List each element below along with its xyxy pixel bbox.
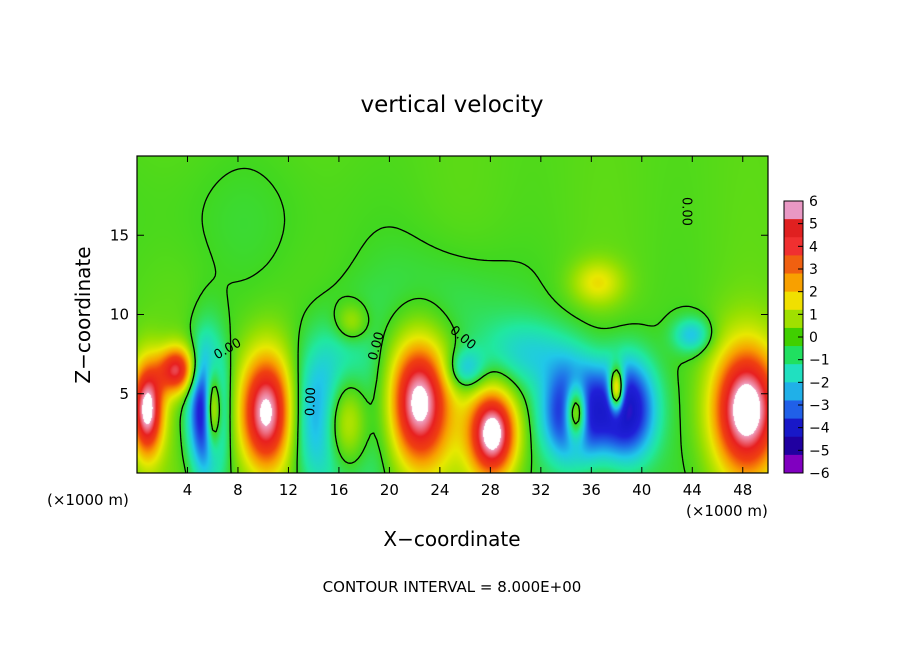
x-axis-label: X−coordinate (383, 527, 520, 551)
x-tick-label-44: 44 (683, 481, 702, 499)
x-unit-right: (×1000 m) (686, 502, 768, 520)
colorbar-swatch-8 (784, 346, 803, 365)
colorbar-label-7: −1 (809, 353, 830, 369)
x-tick-label-20: 20 (380, 481, 399, 499)
colorbar-label-12: −6 (809, 466, 830, 482)
x-tick-label-12: 12 (279, 481, 298, 499)
colorbar-label-8: −2 (809, 375, 830, 391)
contour-lines (179, 167, 713, 473)
contour-label-4: 0.00 (678, 197, 693, 226)
x-tick-label-24: 24 (430, 481, 449, 499)
colorbar-swatch-9 (784, 364, 803, 383)
colorbar-label-11: −5 (809, 443, 830, 459)
x-unit-left: (×1000 m) (47, 491, 129, 509)
colorbar-label-1: 5 (809, 217, 818, 233)
contour-label-2: 0.00 (366, 330, 388, 362)
colorbar-label-3: 3 (809, 262, 818, 278)
y-tick-label-10: 10 (110, 306, 129, 324)
x-tick-label-4: 4 (183, 481, 193, 499)
colorbar-label-9: −3 (809, 398, 830, 414)
colorbar-swatch-13 (784, 436, 803, 456)
colorbar-label-10: −4 (809, 421, 830, 437)
colorbar-swatch-0 (784, 201, 803, 220)
y-axis-label: Z−coordinate (71, 246, 95, 383)
colorbar-swatch-7 (784, 327, 803, 347)
contour-zero-line (179, 167, 713, 473)
colorbar-label-5: 1 (809, 307, 818, 323)
chart-title: vertical velocity (361, 92, 544, 118)
colorbar-label-2: 4 (809, 239, 818, 255)
colorbar-label-0: 6 (809, 194, 818, 210)
x-tick-label-8: 8 (233, 481, 243, 499)
colorbar-label-6: 0 (809, 330, 818, 346)
y-axis-ticks: 5 10 15 (110, 226, 768, 403)
x-tick-label-16: 16 (329, 481, 348, 499)
contour-interval-note: CONTOUR INTERVAL = 8.000E+00 (323, 578, 582, 596)
colorbar-swatch-3 (784, 255, 803, 275)
colorbar-swatch-4 (784, 273, 803, 293)
velocity-heatmap (137, 156, 768, 473)
x-tick-label-48: 48 (733, 481, 752, 499)
colorbar-swatch-2 (784, 237, 803, 256)
colorbar-label-4: 2 (809, 285, 818, 301)
x-tick-label-28: 28 (481, 481, 500, 499)
x-tick-label-32: 32 (531, 481, 550, 499)
plot-area: 0.000.000.00 0.000.00 (136, 155, 769, 474)
x-tick-label-40: 40 (632, 481, 651, 499)
colorbar-swatch-10 (784, 382, 803, 401)
colorbar-swatch-1 (784, 219, 803, 238)
colorbar-swatch-5 (784, 291, 803, 311)
colorbar: 6 5 4 3 2 1 0 −1 −2 −3 −4 −5 −6 (783, 194, 830, 482)
y-tick-label-15: 15 (110, 226, 129, 244)
x-tick-label-36: 36 (582, 481, 601, 499)
colorbar-swatch-12 (784, 418, 803, 438)
colorbar-swatch-6 (784, 309, 803, 329)
colorbar-swatch-14 (784, 454, 803, 474)
x-axis-ticks: 4 8 12 16 20 24 28 32 36 40 44 48 (183, 156, 752, 499)
colorbar-swatch-11 (784, 400, 803, 420)
contour-label-1: 0.00 (303, 387, 319, 416)
y-tick-label-5: 5 (119, 385, 129, 403)
